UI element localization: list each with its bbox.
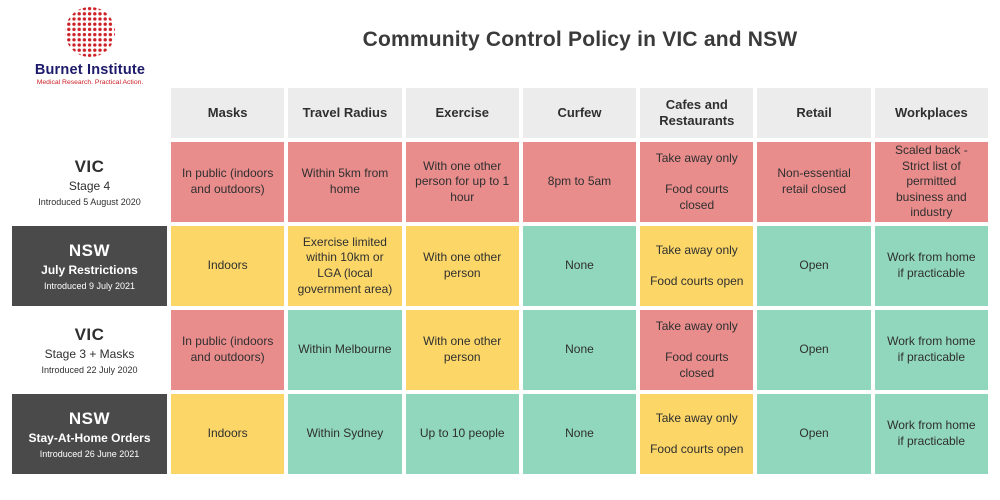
cell-curfew: None bbox=[522, 394, 637, 474]
cell-retail: Open bbox=[757, 310, 871, 390]
cell-curfew: None bbox=[522, 310, 637, 390]
column-header-workplaces: Workplaces bbox=[874, 88, 988, 138]
cell-curfew: 8pm to 5am bbox=[522, 142, 637, 222]
cell-workplaces: Work from home if practicable bbox=[874, 310, 988, 390]
row-label-nsw-july-restrictions: NSW July Restrictions Introduced 9 July … bbox=[12, 226, 167, 306]
cell-cafes-restaurants: Take away only Food courts closed bbox=[640, 142, 754, 222]
row-introduced: Introduced 26 June 2021 bbox=[39, 449, 140, 459]
row-label-nsw-stay-at-home-orders: NSW Stay-At-Home Orders Introduced 26 Ju… bbox=[12, 394, 167, 474]
cell-cafes-restaurants: Take away only Food courts open bbox=[640, 226, 754, 306]
table-corner bbox=[12, 88, 167, 138]
cell-travel-radius: Exercise limited within 10km or LGA (loc… bbox=[288, 226, 402, 306]
row-subtitle: Stay-At-Home Orders bbox=[28, 431, 151, 445]
brand-tagline: Medical Research. Practical Action. bbox=[36, 79, 144, 86]
column-header-retail: Retail bbox=[757, 88, 871, 138]
row-region: VIC bbox=[74, 157, 105, 176]
column-header-curfew: Curfew bbox=[522, 88, 637, 138]
policy-table: Masks Travel Radius Exercise Curfew Cafe… bbox=[12, 88, 988, 474]
brand-name: Burnet Institute bbox=[34, 62, 146, 78]
row-label-vic-stage-4: VIC Stage 4 Introduced 5 August 2020 bbox=[12, 142, 167, 222]
cell-masks: Indoors bbox=[171, 394, 285, 474]
row-subtitle: Stage 4 bbox=[68, 179, 111, 193]
cell-exercise: With one other person bbox=[405, 226, 519, 306]
cell-cafes-restaurants: Take away only Food courts closed bbox=[640, 310, 754, 390]
cell-workplaces: Scaled back - Strict list of permitted b… bbox=[874, 142, 988, 222]
cell-travel-radius: Within 5km from home bbox=[288, 142, 402, 222]
cell-travel-radius: Within Sydney bbox=[288, 394, 402, 474]
cell-travel-radius: Within Melbourne bbox=[288, 310, 402, 390]
row-introduced: Introduced 22 July 2020 bbox=[41, 365, 138, 375]
column-header-exercise: Exercise bbox=[405, 88, 519, 138]
cell-masks: In public (indoors and outdoors) bbox=[171, 310, 285, 390]
row-introduced: Introduced 9 July 2021 bbox=[43, 281, 136, 291]
row-region: NSW bbox=[68, 409, 111, 428]
column-header-masks: Masks bbox=[171, 88, 285, 138]
row-region: VIC bbox=[74, 325, 105, 344]
column-header-travel-radius: Travel Radius bbox=[288, 88, 402, 138]
cell-cafes-restaurants: Take away only Food courts open bbox=[640, 394, 754, 474]
cell-workplaces: Work from home if practicable bbox=[874, 394, 988, 474]
row-label-vic-stage-3-masks: VIC Stage 3 + Masks Introduced 22 July 2… bbox=[12, 310, 167, 390]
burnet-globe-logo-icon bbox=[65, 7, 115, 57]
cell-exercise: With one other person for up to 1 hour bbox=[405, 142, 519, 222]
cell-retail: Open bbox=[757, 394, 871, 474]
row-region: NSW bbox=[68, 241, 111, 260]
cell-retail: Open bbox=[757, 226, 871, 306]
brand: Burnet Institute Medical Research. Pract… bbox=[22, 6, 158, 86]
row-subtitle: July Restrictions bbox=[41, 263, 138, 277]
cell-exercise: Up to 10 people bbox=[405, 394, 519, 474]
cell-retail: Non-essential retail closed bbox=[757, 142, 871, 222]
cell-masks: In public (indoors and outdoors) bbox=[171, 142, 285, 222]
cell-exercise: With one other person bbox=[405, 310, 519, 390]
cell-curfew: None bbox=[522, 226, 637, 306]
cell-workplaces: Work from home if practicable bbox=[874, 226, 988, 306]
column-header-cafes-restaurants: Cafes and Restaurants bbox=[640, 88, 754, 138]
cell-masks: Indoors bbox=[171, 226, 285, 306]
page-title: Community Control Policy in VIC and NSW bbox=[362, 28, 798, 51]
row-introduced: Introduced 5 August 2020 bbox=[38, 197, 141, 207]
row-subtitle: Stage 3 + Masks bbox=[44, 347, 135, 361]
